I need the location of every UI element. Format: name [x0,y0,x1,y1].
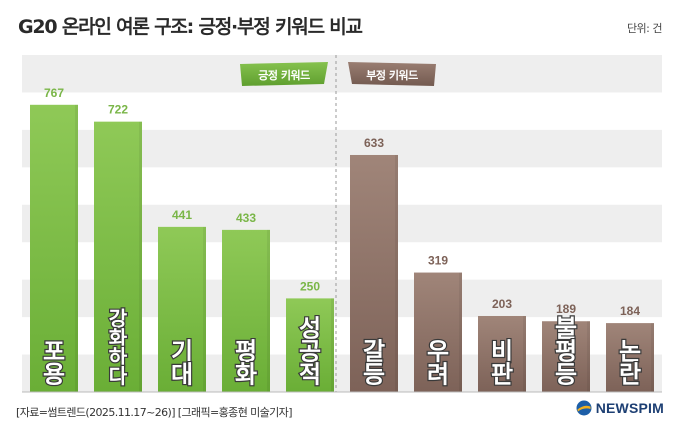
data-label: 767 [44,86,64,100]
data-label: 633 [364,136,384,150]
unit-label: 단위: 건 [626,22,663,35]
bar-shade [459,272,462,392]
data-label: 203 [492,297,512,311]
data-label: 433 [236,211,256,225]
bar [158,226,206,392]
bar-shade [395,154,398,392]
bar [414,272,462,392]
data-label: 441 [172,208,192,222]
bar [542,321,590,392]
data-label: 722 [108,103,128,117]
bar-shade [203,226,206,392]
bar-shade [75,104,78,392]
bar [350,154,398,392]
grid-band [22,55,662,93]
bar [222,229,270,392]
negative-tag-label: 부정 키워드 [366,68,418,82]
bar-shade [651,323,654,392]
bar-shade [139,121,142,392]
bar [606,323,654,392]
bar [286,298,334,392]
negative-tag [348,62,436,86]
data-label: 189 [556,302,576,316]
logo-text: NEWSPIM [595,400,664,416]
bar [478,315,526,392]
bar-shade [331,298,334,392]
data-label: 319 [428,254,448,268]
newspim-logo: NEWSPIM [576,400,664,416]
source-credit: [자료=썸트렌드(2025.11.17~26)] [그래픽=홍종현 미술기자] [16,406,292,419]
chart-title: G20 온라인 여론 구조: 긍정·부정 키워드 비교 [18,16,363,38]
data-label: 250 [300,279,320,293]
data-label: 184 [620,304,640,318]
bar-shade [523,315,526,392]
positive-tag-label: 긍정 키워드 [258,68,310,82]
bar [30,104,78,392]
globe-icon [576,400,592,416]
bar [94,121,142,392]
bar-shade [267,229,270,392]
positive-tag [240,62,328,86]
bar-shade [587,321,590,392]
